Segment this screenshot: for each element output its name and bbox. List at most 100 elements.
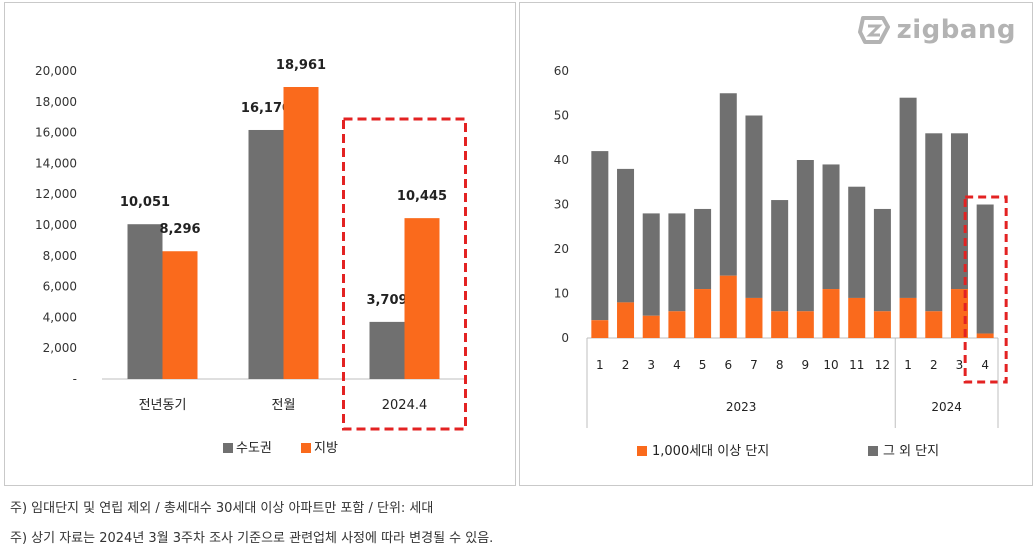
left-chart-panel: - 2,000 4,000 6,000 8,000 10,000 12,000 14,000 1… — [4, 2, 516, 486]
y-tick-label: 14,000 — [35, 156, 77, 170]
bar-large-complex — [745, 297, 763, 338]
x-tick-label: 9 — [802, 358, 810, 372]
data-label: 8,296 — [159, 222, 200, 237]
data-label: 16,170 — [241, 101, 291, 116]
x-tick-label: 8 — [776, 358, 784, 372]
bar-large-complex — [848, 297, 866, 338]
x-tick-label: 1 — [904, 358, 912, 372]
bar-capital — [248, 129, 284, 379]
legend-label: 1,000세대 이상 단지 — [652, 444, 769, 459]
bar-other-complex — [617, 168, 635, 303]
bar-large-complex — [873, 311, 891, 338]
bar-large-complex — [668, 311, 686, 338]
bar-large-complex — [642, 315, 660, 338]
footnote-1: 주) 임대단지 및 연립 제외 / 총세대수 30세대 이상 아파트만 포함 /… — [10, 501, 434, 516]
bar-other-complex — [848, 186, 866, 298]
right-chart-panel: 0 10 20 30 40 50 60 1 2 3 4 5 6 7 8 9 10 11 12 1 2 3 4 2023 2024… — [519, 2, 1033, 486]
x-tick-label: 2 — [622, 358, 630, 372]
bar-other-complex — [668, 213, 686, 312]
bar-other-complex — [873, 208, 891, 312]
y-tick-label: 40 — [554, 153, 569, 167]
bar-other-complex — [976, 204, 994, 334]
legend-label: 수도권 — [236, 441, 272, 456]
bar-region — [283, 87, 319, 379]
group-label: 2023 — [726, 400, 757, 414]
bar-other-complex — [796, 160, 814, 312]
x-tick-label: 5 — [699, 358, 707, 372]
data-label: 10,051 — [120, 195, 170, 210]
y-tick-label: 12,000 — [35, 187, 77, 201]
legend-label: 지방 — [314, 441, 338, 456]
bar-large-complex — [822, 289, 840, 338]
bar-large-complex — [925, 311, 943, 338]
footnote-2: 주) 상기 자료는 2024년 3월 3주차 조사 기준으로 관련업체 사정에 … — [10, 531, 494, 546]
legend-swatch — [868, 446, 878, 456]
y-tick-label: 10,000 — [35, 218, 77, 232]
bar-other-complex — [925, 133, 943, 312]
y-tick-label: 60 — [554, 64, 569, 78]
bar-large-complex — [899, 297, 917, 338]
legend-swatch — [301, 443, 311, 453]
x-tick-label: 6 — [724, 358, 732, 372]
bar-other-complex — [642, 213, 660, 316]
x-tick-label: 12 — [875, 358, 890, 372]
x-tick-label: 7 — [750, 358, 758, 372]
data-label: 3,709 — [366, 293, 407, 308]
legend-swatch — [637, 446, 647, 456]
y-tick-label: 20,000 — [35, 64, 77, 78]
x-tick-label: 2024.4 — [382, 398, 428, 413]
highlight-box — [342, 117, 467, 431]
bar-other-complex — [899, 97, 917, 298]
bar-other-complex — [591, 151, 609, 321]
bar-large-complex — [771, 311, 789, 338]
x-tick-label: 10 — [823, 358, 838, 372]
bar-large-complex — [796, 311, 814, 338]
bar-capital — [369, 321, 405, 379]
bar-capital — [127, 224, 163, 379]
y-tick-label: 10 — [554, 287, 569, 301]
y-tick-label: 16,000 — [35, 126, 77, 140]
bar-large-complex — [976, 333, 994, 338]
y-tick-label: 30 — [554, 198, 569, 212]
x-tick-label: 3 — [647, 358, 655, 372]
legend-swatch — [223, 443, 233, 453]
bar-region — [404, 218, 440, 379]
bar-other-complex — [745, 115, 763, 298]
bar-other-complex — [771, 200, 789, 312]
y-tick-label: 50 — [554, 109, 569, 123]
left-bar-chart: - 2,000 4,000 6,000 8,000 10,000 12,000 14,000 1… — [35, 58, 467, 456]
x-tick-label: 2 — [930, 358, 938, 372]
x-tick-label: 전월 — [272, 398, 296, 413]
bar-large-complex — [719, 275, 737, 338]
bar-region — [162, 251, 198, 379]
y-tick-label: 0 — [561, 331, 569, 345]
data-label: 10,445 — [397, 189, 447, 204]
x-tick-label: 3 — [956, 358, 964, 372]
bar-large-complex — [617, 302, 635, 338]
data-label: 18,961 — [276, 58, 326, 73]
bar-other-complex — [719, 93, 737, 276]
y-tick-label: 6,000 — [43, 280, 77, 294]
zigbang-logo: zigbang — [857, 15, 1016, 45]
y-tick-label: 8,000 — [43, 249, 77, 263]
y-tick-label: - — [73, 372, 77, 386]
highlight-box — [963, 195, 1008, 384]
y-tick-label: 2,000 — [43, 341, 77, 355]
legend-label: 그 외 단지 — [883, 444, 939, 459]
bar-other-complex — [950, 133, 968, 290]
zigbang-logo-icon — [857, 16, 890, 44]
bar-other-complex — [822, 164, 840, 290]
x-tick-label: 1 — [596, 358, 604, 372]
bar-other-complex — [694, 208, 712, 290]
bar-large-complex — [950, 289, 968, 338]
y-tick-label: 4,000 — [43, 310, 77, 324]
logo-text: zigbang — [896, 15, 1016, 45]
x-tick-label: 11 — [849, 358, 864, 372]
x-tick-label: 전년동기 — [139, 398, 187, 413]
bar-large-complex — [694, 289, 712, 338]
x-tick-label: 4 — [981, 358, 989, 372]
y-tick-label: 20 — [554, 242, 569, 256]
x-tick-label: 4 — [673, 358, 681, 372]
y-tick-label: 18,000 — [35, 95, 77, 109]
